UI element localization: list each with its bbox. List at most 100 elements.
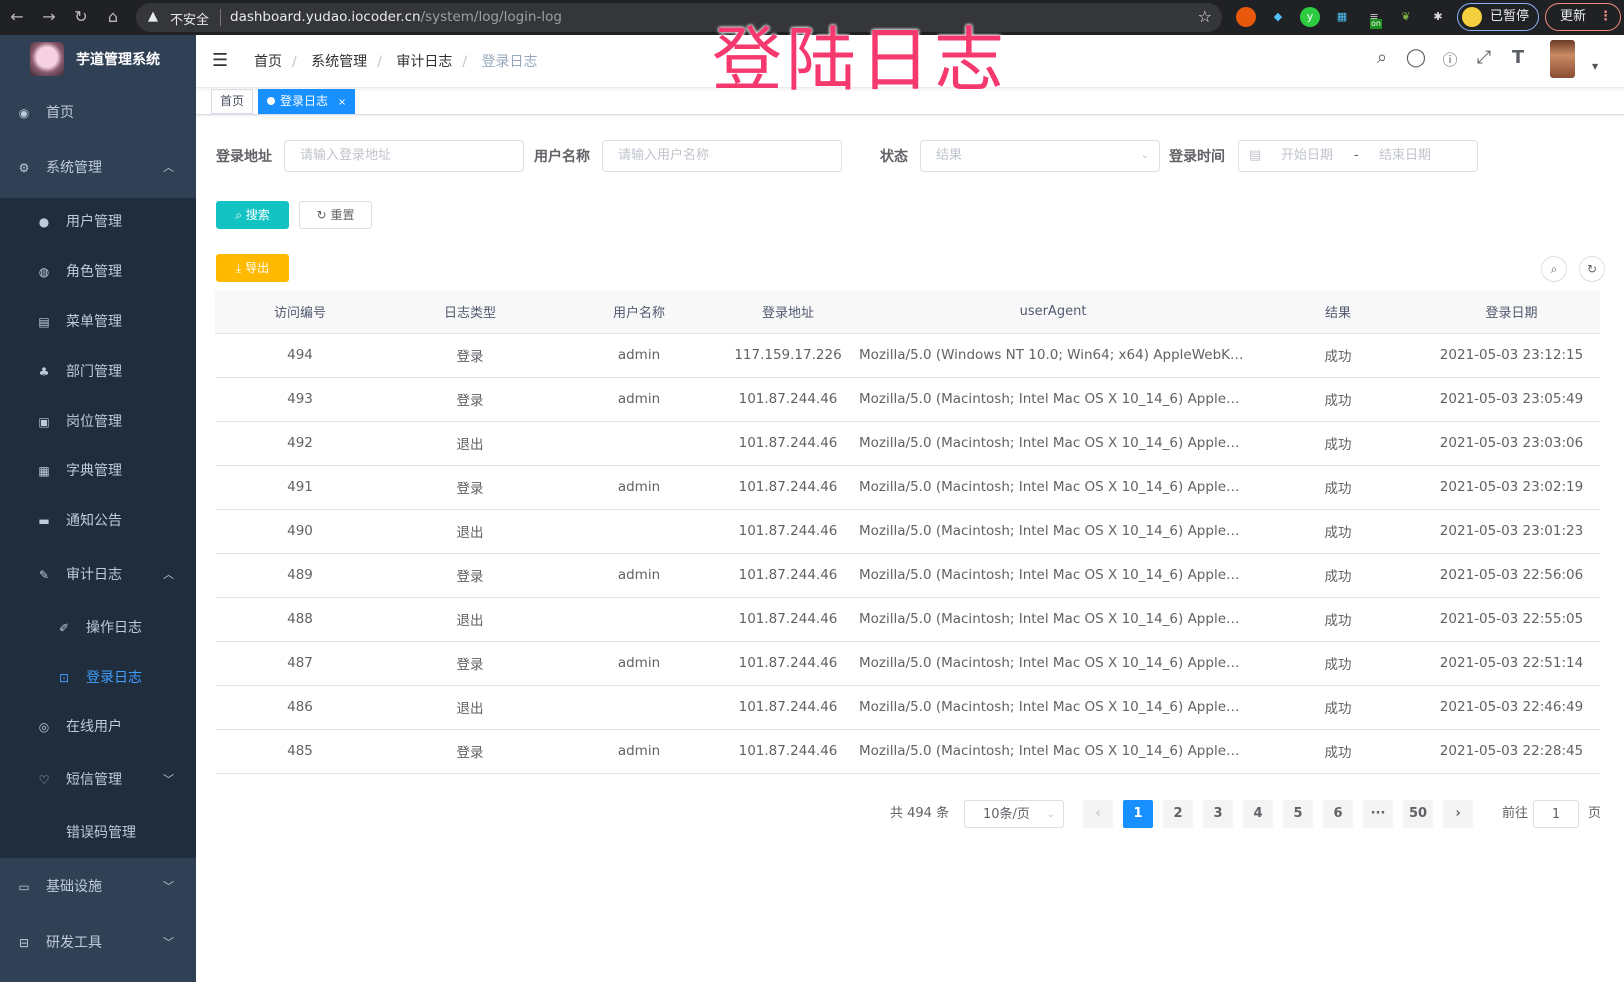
table-cell: 成功 bbox=[1253, 465, 1423, 510]
update-button[interactable]: 更新 ⋮ bbox=[1545, 3, 1621, 31]
page-button[interactable]: 1 bbox=[1123, 800, 1153, 828]
page-button[interactable]: 50 bbox=[1403, 800, 1433, 828]
list-extension-icon[interactable]: ≡ on bbox=[1369, 10, 1382, 29]
validcode-icon: ♡ bbox=[38, 773, 50, 787]
reset-button[interactable]: ↻ 重置 bbox=[299, 201, 372, 229]
avatar[interactable] bbox=[1550, 40, 1575, 78]
prev-page-button[interactable]: ‹ bbox=[1083, 800, 1113, 828]
sidebar-item-14[interactable]: 错误码管理 bbox=[0, 808, 196, 858]
table-cell: 登录 bbox=[385, 333, 555, 378]
page-button[interactable]: 4 bbox=[1243, 800, 1273, 828]
sidebar-item-label: 首页 bbox=[46, 105, 74, 121]
export-button[interactable]: ⤓ 导出 bbox=[216, 254, 289, 282]
table-cell: 成功 bbox=[1253, 509, 1423, 554]
end-date-input[interactable]: 结束日期 bbox=[1379, 148, 1432, 163]
page-size-select[interactable]: 10条/页 ⌄ bbox=[964, 800, 1064, 828]
breadcrumb-system[interactable]: 系统管理 bbox=[311, 54, 368, 70]
sidebar-item-13[interactable]: ♡ 短信管理 ﹀ bbox=[0, 755, 196, 805]
next-page-button[interactable]: › bbox=[1443, 800, 1473, 828]
table-cell: 2021-05-03 22:55:05 bbox=[1423, 597, 1600, 642]
sidebar-item-label: 基础设施 bbox=[46, 879, 102, 895]
table-cell: 493 bbox=[215, 377, 385, 422]
profile-button[interactable]: 已暂停 bbox=[1457, 3, 1539, 31]
refresh-icon: ↻ bbox=[1586, 262, 1598, 276]
leaf-extension-icon[interactable]: ❦ bbox=[1401, 10, 1411, 23]
back-icon[interactable]: ← bbox=[10, 7, 24, 26]
sidebar-item-4[interactable]: ▤ 菜单管理 bbox=[0, 297, 196, 347]
hamburger-icon[interactable]: ☰ bbox=[212, 50, 229, 71]
dashboard-icon: ◉ bbox=[18, 106, 30, 120]
sidebar-item-16[interactable]: ⊟ 研发工具 ﹀ bbox=[0, 918, 196, 968]
close-icon[interactable]: × bbox=[337, 97, 347, 108]
table-cell: Mozilla/5.0 (Macintosh; Intel Mac OS X 1… bbox=[853, 509, 1253, 554]
breadcrumb-home[interactable]: 首页 bbox=[254, 54, 282, 70]
column-header: 登录地址 bbox=[723, 290, 853, 334]
gem-extension-icon[interactable]: ◆ bbox=[1273, 10, 1283, 23]
table-row: 493 登录 admin 101.87.244.46 Mozilla/5.0 (Maci… bbox=[215, 377, 1600, 422]
home-icon[interactable]: ⌂ bbox=[107, 7, 119, 26]
sidebar-item-2[interactable]: ● 用户管理 bbox=[0, 197, 196, 247]
sidebar-item-label: 审计日志 bbox=[66, 567, 122, 583]
goto-page-input[interactable]: 1 bbox=[1533, 800, 1579, 828]
table-cell: 退出 bbox=[385, 597, 555, 642]
grid-extension-icon[interactable]: ▦ bbox=[1336, 10, 1348, 23]
chevron-down-icon: ﹀ bbox=[163, 936, 174, 949]
refresh-button[interactable]: ↻ bbox=[1579, 256, 1605, 282]
table-cell: 101.87.244.46 bbox=[723, 509, 853, 554]
page-button[interactable]: 5 bbox=[1283, 800, 1313, 828]
search-button[interactable]: ⌕ 搜索 bbox=[216, 201, 289, 229]
status-select[interactable]: 结果 ⌄ bbox=[920, 140, 1160, 172]
font-size-icon[interactable]: T bbox=[1511, 47, 1525, 68]
sidebar-item-1[interactable]: ⚙ 系统管理 ︿ bbox=[0, 143, 196, 193]
column-header: 登录日期 bbox=[1423, 290, 1600, 334]
sidebar-item-5[interactable]: ♣ 部门管理 bbox=[0, 347, 196, 397]
chevron-up-icon: ︿ bbox=[163, 161, 174, 174]
table-cell: Mozilla/5.0 (Macintosh; Intel Mac OS X 1… bbox=[853, 641, 1253, 686]
page-button[interactable]: 6 bbox=[1323, 800, 1353, 828]
sidebar-item-10[interactable]: ✐ 操作日志 bbox=[0, 603, 196, 653]
search-icon[interactable]: ⌕ bbox=[1376, 47, 1388, 68]
sidebar-item-11[interactable]: ⊡ 登录日志 bbox=[0, 653, 196, 703]
sidebar-item-0[interactable]: ◉ 首页 bbox=[0, 88, 196, 138]
page-button[interactable]: 3 bbox=[1203, 800, 1233, 828]
forward-icon[interactable]: → bbox=[42, 7, 56, 26]
page-button[interactable]: 2 bbox=[1163, 800, 1193, 828]
y-extension-icon[interactable]: y bbox=[1300, 7, 1320, 27]
toggle-search-button[interactable]: ⌕ bbox=[1541, 256, 1567, 282]
tag-home[interactable]: 首页 bbox=[211, 89, 254, 114]
submenu-background bbox=[0, 198, 196, 858]
address-bar[interactable]: ▲ 不安全 dashboard.yudao.iocoder.cn/system/… bbox=[136, 3, 1222, 32]
extension-icon[interactable] bbox=[1236, 7, 1256, 27]
puzzle-icon[interactable]: ✱ bbox=[1433, 10, 1443, 23]
tag-login-log[interactable]: 登录日志 × bbox=[258, 89, 356, 114]
bookmark-star-icon[interactable]: ☆ bbox=[1197, 7, 1212, 26]
url-path: /system/log/login-log bbox=[420, 9, 562, 25]
date-range-picker[interactable]: ▤ 开始日期 - 结束日期 bbox=[1238, 140, 1478, 172]
reload-icon[interactable]: ↻ bbox=[74, 7, 88, 26]
fullscreen-icon[interactable]: ⤢ bbox=[1476, 47, 1492, 68]
sidebar-item-3[interactable]: ◍ 角色管理 bbox=[0, 247, 196, 297]
sidebar-item-7[interactable]: ▦ 字典管理 bbox=[0, 446, 196, 496]
table-cell: 485 bbox=[215, 729, 385, 774]
github-icon[interactable]: ◯ bbox=[1405, 47, 1427, 68]
tool-icon: ⊟ bbox=[18, 936, 30, 950]
divider bbox=[220, 9, 221, 26]
sidebar-item-8[interactable]: ▬ 通知公告 bbox=[0, 496, 196, 546]
sidebar-item-9[interactable]: ✎ 审计日志 ︿ bbox=[0, 550, 196, 600]
start-date-input[interactable]: 开始日期 bbox=[1281, 148, 1334, 163]
caret-down-icon[interactable]: ▼ bbox=[1592, 62, 1599, 71]
sidebar-item-12[interactable]: ◎ 在线用户 bbox=[0, 702, 196, 752]
table-cell: Mozilla/5.0 (Macintosh; Intel Mac OS X 1… bbox=[853, 597, 1253, 642]
calendar-icon: ▤ bbox=[1249, 148, 1262, 163]
ip-input[interactable]: 请输入登录地址 bbox=[284, 140, 524, 172]
breadcrumb-audit[interactable]: 审计日志 bbox=[396, 54, 453, 70]
sidebar-item-6[interactable]: ▣ 岗位管理 bbox=[0, 397, 196, 447]
column-header: 结果 bbox=[1253, 290, 1423, 334]
help-icon[interactable]: ⓘ bbox=[1442, 51, 1458, 69]
table-cell: 486 bbox=[215, 685, 385, 730]
username-input[interactable]: 请输入用户名称 bbox=[602, 140, 842, 172]
page-button[interactable]: ··· bbox=[1363, 800, 1393, 828]
status-placeholder: 结果 bbox=[936, 148, 963, 163]
sidebar-item-15[interactable]: ▭ 基础设施 ﹀ bbox=[0, 862, 196, 912]
chevron-up-icon: ︿ bbox=[163, 568, 174, 581]
